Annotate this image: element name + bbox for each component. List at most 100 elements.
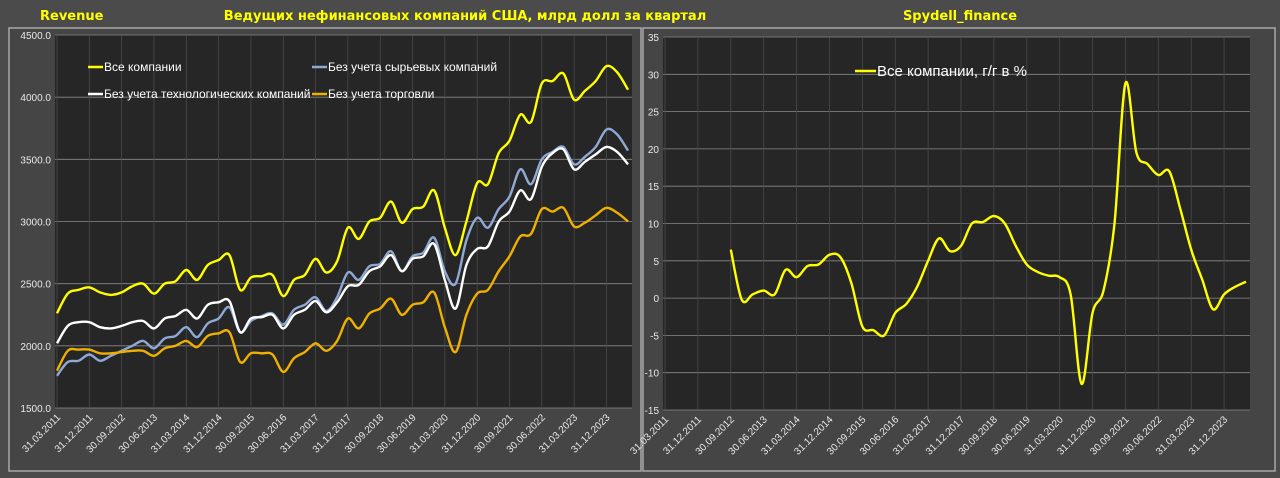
left-data-point — [594, 214, 596, 216]
left-data-point — [627, 163, 629, 165]
left-data-point — [250, 276, 252, 278]
right-y-tick-label: -5 — [650, 331, 659, 342]
left-data-point — [541, 208, 543, 210]
left-data-point — [164, 317, 166, 319]
left-data-point — [304, 309, 306, 311]
left-data-point — [217, 259, 219, 261]
left-data-point — [67, 361, 69, 363]
left-data-point — [131, 350, 133, 352]
left-data-point — [325, 311, 327, 313]
right-data-point — [960, 245, 962, 247]
left-data-point — [594, 80, 596, 82]
left-data-point — [616, 71, 618, 73]
left-data-point — [164, 347, 166, 349]
left-data-point — [196, 346, 198, 348]
right-data-point — [1004, 222, 1006, 224]
left-data-point — [314, 342, 316, 344]
left-y-tick-label: 2500.0 — [20, 280, 51, 291]
left-data-point — [390, 297, 392, 299]
left-data-point — [293, 309, 295, 311]
left-data-point — [433, 243, 435, 245]
left-data-point — [271, 274, 273, 276]
left-data-point — [508, 255, 510, 257]
right-y-tick-label: 5 — [653, 257, 659, 268]
right-y-tick-label: 10 — [648, 220, 660, 231]
left-data-point — [153, 355, 155, 357]
left-data-point — [142, 282, 144, 284]
left-data-point — [498, 152, 500, 154]
left-data-point — [185, 269, 187, 271]
left-data-point — [541, 82, 543, 84]
left-data-point — [228, 306, 230, 308]
right-data-point — [1234, 286, 1236, 288]
right-y-tick-label: 15 — [648, 182, 660, 193]
right-data-point — [938, 237, 940, 239]
left-data-point — [454, 351, 456, 353]
right-y-tick-label: -15 — [645, 406, 660, 417]
left-data-point — [422, 255, 424, 257]
left-data-point — [368, 312, 370, 314]
left-y-tick-label: 4000.0 — [20, 93, 51, 104]
left-data-point — [239, 289, 241, 291]
left-data-point — [282, 295, 284, 297]
left-data-point — [357, 279, 359, 281]
left-data-point — [401, 270, 403, 272]
left-data-point — [67, 325, 69, 327]
right-y-tick-label: 25 — [648, 108, 660, 119]
left-data-point — [56, 374, 58, 376]
right-data-point — [1091, 312, 1093, 314]
left-data-point — [217, 317, 219, 319]
left-data-point — [357, 284, 359, 286]
right-data-point — [927, 260, 929, 262]
right-data-point — [1223, 293, 1225, 295]
left-data-point — [77, 348, 79, 350]
left-data-point — [444, 279, 446, 281]
left-data-point — [616, 151, 618, 153]
left-data-point — [594, 146, 596, 148]
left-data-point — [207, 304, 209, 306]
right-data-point — [905, 303, 907, 305]
left-data-point — [99, 360, 101, 362]
left-data-point — [153, 292, 155, 294]
right-data-point — [1069, 293, 1071, 295]
left-data-point — [605, 146, 607, 148]
left-data-point — [250, 352, 252, 354]
right-y-tick-label: -10 — [645, 369, 660, 380]
left-data-point — [120, 325, 122, 327]
left-data-point — [530, 183, 532, 185]
left-data-point — [605, 207, 607, 209]
left-data-point — [573, 163, 575, 165]
left-data-point — [444, 227, 446, 229]
source-label: Spydell_finance — [903, 9, 1017, 24]
left-data-point — [573, 168, 575, 170]
left-data-point — [465, 314, 467, 316]
left-data-point — [325, 350, 327, 352]
legend-ex-trade: Без учета торговли — [328, 87, 434, 101]
right-legend: Все компании, г/г в % — [855, 63, 1027, 80]
left-data-point — [519, 235, 521, 237]
right-data-point — [1015, 245, 1017, 247]
left-data-point — [476, 248, 478, 250]
left-data-point — [282, 323, 284, 325]
left-data-point — [110, 352, 112, 354]
left-data-point — [594, 153, 596, 155]
left-data-point — [530, 233, 532, 235]
right-data-point — [773, 293, 775, 295]
right-data-point — [894, 312, 896, 314]
right-data-point — [1124, 82, 1126, 84]
left-data-point — [368, 220, 370, 222]
right-data-point — [1168, 170, 1170, 172]
right-data-point — [1190, 248, 1192, 250]
right-data-point — [850, 282, 852, 284]
left-data-point — [347, 285, 349, 287]
left-data-point — [411, 208, 413, 210]
left-data-point — [260, 275, 262, 277]
left-data-point — [293, 314, 295, 316]
right-data-point — [971, 222, 973, 224]
left-data-point — [379, 265, 381, 267]
left-data-point — [185, 326, 187, 328]
left-data-point — [573, 225, 575, 227]
left-data-point — [584, 156, 586, 158]
right-data-point — [1201, 278, 1203, 280]
right-data-point — [1179, 207, 1181, 209]
